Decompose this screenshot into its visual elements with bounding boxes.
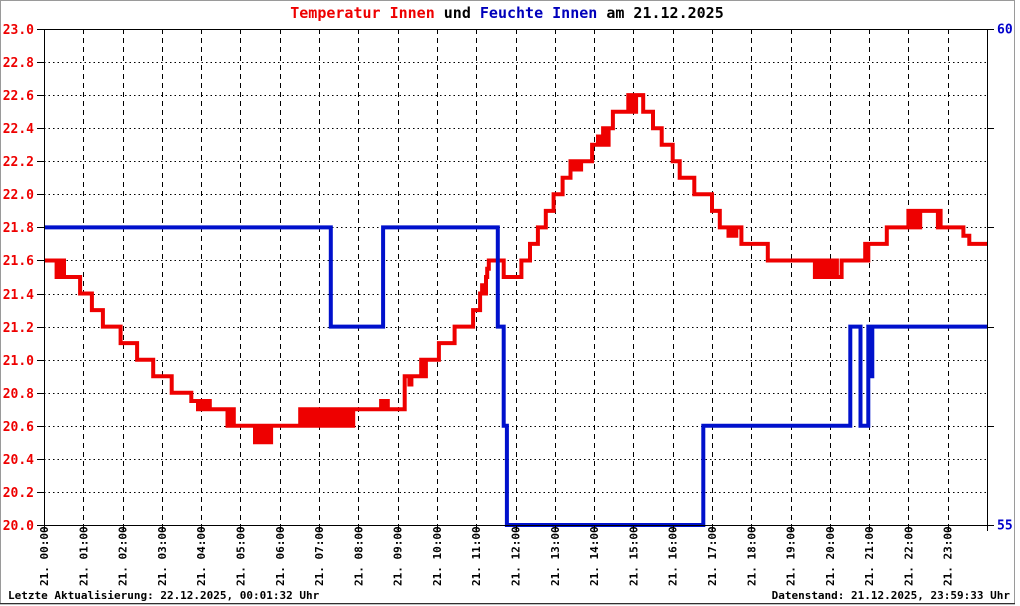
y-left-tick-label: 21.2 [3,321,34,336]
x-axis-tick-label: 21. 01:00 [77,526,90,586]
y-left-tick-label: 20.4 [3,453,34,468]
y-left-tick-label: 21.4 [3,288,34,303]
x-axis-tick-label: 21. 23:00 [942,526,955,586]
x-axis-tick-label: 21. 12:00 [510,526,523,586]
y-left-tick-label: 21.6 [3,254,34,269]
x-axis-tick-label: 21. 07:00 [313,526,326,586]
x-axis-tick-label: 21. 19:00 [785,526,798,586]
y-right-labels: 60 55 [997,23,1013,534]
page-border-bottom-shadow [0,604,1015,605]
x-axis-tick-label: 21. 18:00 [745,526,758,586]
y-left-tick-label: 22.0 [3,188,34,203]
y-left-tick-label: 22.2 [3,155,34,170]
x-axis-tick-label: 21. 00:00 [38,526,51,586]
page-border-top [0,0,1014,1]
y-right-tick-label: 60 [997,23,1013,38]
y-right-tick-label: 55 [997,519,1013,534]
x-axis-tick-label: 21. 02:00 [117,526,130,586]
data-state-text: Datenstand: 21.12.2025, 23:59:33 Uhr [771,589,1010,602]
x-axis-tick-label: 21. 15:00 [627,526,640,586]
page-border-right [1014,0,1015,603]
y-left-tick-label: 21.0 [3,354,34,369]
x-axis-tick-label: 21. 17:00 [706,526,719,586]
x-axis-tick-label: 21. 16:00 [667,526,680,586]
temperature-series-line [44,93,987,445]
x-axis-tick-label: 21. 09:00 [392,526,405,586]
humidity-series-line [44,225,987,527]
y-left-tick-label: 20.8 [3,387,34,402]
y-left-labels: 23.0 22.8 22.6 22.4 22.2 22.0 21.8 21.6 21.4 21.2… [3,23,34,534]
x-axis-labels: 21. 00:00 21. 01:00 21. 02:00 21. 03:00 21. … [38,526,955,586]
y-left-ticks [37,28,44,527]
x-axis-tick-label: 21. 20:00 [824,526,837,586]
y-left-tick-label: 22.8 [3,56,34,71]
page-border-bottom [0,603,1015,604]
y-left-tick-label: 22.6 [3,89,34,104]
x-axis-tick-label: 21. 13:00 [549,526,562,586]
x-axis-tick-label: 21. 08:00 [352,526,365,586]
title-date: am 21.12.2025 [597,4,724,22]
x-axis-tick-label: 21. 10:00 [431,526,444,586]
y-left-tick-label: 22.4 [3,122,34,137]
page-border-left [0,0,1,603]
title-temperature-series: Temperatur Innen [290,4,435,22]
last-update-text: Letzte Aktualisierung: 22.12.2025, 00:01… [8,589,320,602]
y-left-tick-label: 20.2 [3,486,34,501]
x-axis-tick-label: 21. 06:00 [274,526,287,586]
title-conjunction: und [434,4,480,22]
x-axis-tick-label: 21. 11:00 [470,526,483,586]
x-axis-tick-label: 21. 04:00 [195,526,208,586]
x-axis-tick-label: 21. 22:00 [902,526,915,586]
y-right-ticks [987,28,994,527]
x-axis-tick-label: 21. 21:00 [863,526,876,586]
x-axis-tick-label: 21. 14:00 [588,526,601,586]
y-left-tick-label: 20.6 [3,420,34,435]
y-left-tick-label: 20.0 [3,519,34,534]
y-left-tick-label: 21.8 [3,221,34,236]
x-axis-tick-label: 21. 03:00 [156,526,169,586]
chart-title: Temperatur Innen und Feuchte Innen am 21… [0,4,1014,22]
title-humidity-series: Feuchte Innen [479,4,598,22]
x-axis-ticks [43,525,989,531]
y-left-tick-label: 23.0 [3,23,34,38]
x-axis-tick-label: 21. 05:00 [234,526,247,586]
